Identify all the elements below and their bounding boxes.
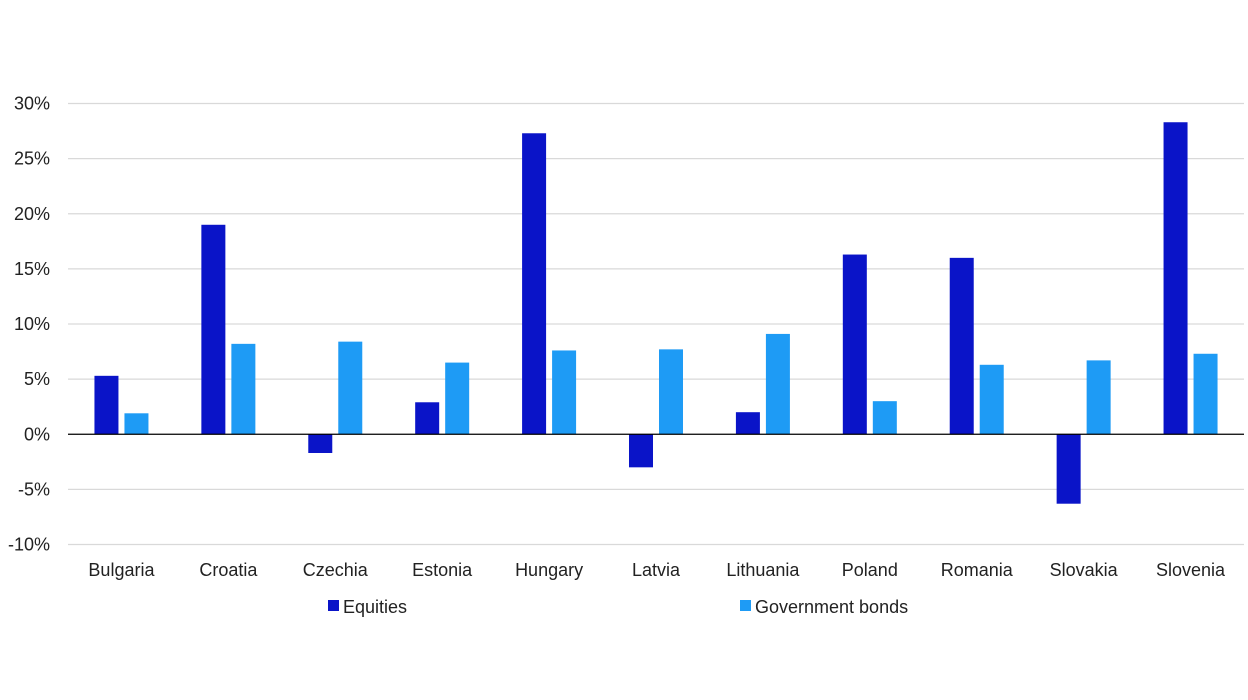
x-category-label: Poland: [842, 560, 898, 580]
bar-equities-czechia: [308, 434, 333, 453]
bar-government-bonds-lithuania: [765, 333, 790, 435]
bar-equities-croatia: [201, 224, 226, 435]
y-tick-label: 10%: [14, 314, 50, 334]
x-category-label: Lithuania: [726, 560, 800, 580]
legend-label: Equities: [343, 597, 407, 617]
y-tick-label: 15%: [14, 259, 50, 279]
y-tick-label: 20%: [14, 204, 50, 224]
bar-equities-bulgaria: [94, 375, 119, 435]
y-tick-label: 5%: [24, 369, 50, 389]
bar-government-bonds-slovakia: [1086, 360, 1111, 435]
bar-equities-estonia: [415, 402, 440, 435]
x-axis-category-labels: Bulgaria Croatia Czechia Estonia Hungary Latv…: [88, 560, 1226, 580]
x-category-label: Slovakia: [1050, 560, 1119, 580]
bar-government-bonds-latvia: [659, 349, 683, 435]
bar-government-bonds-poland: [872, 401, 897, 435]
gridlines: [68, 102, 1244, 546]
y-tick-label: 25%: [14, 149, 50, 169]
bar-equities-poland: [842, 254, 867, 435]
bar-government-bonds-bulgaria: [124, 413, 149, 435]
x-category-label: Czechia: [303, 560, 369, 580]
bar-government-bonds-romania: [979, 364, 1004, 435]
y-axis-tick-labels: 30% 25% 20% 15% 10% 5% 0% -5% -10%: [8, 94, 50, 555]
legend-swatch-government-bonds: [740, 600, 751, 611]
y-tick-label: 30%: [14, 94, 50, 114]
x-category-label: Hungary: [515, 560, 583, 580]
legend-label: Government bonds: [755, 597, 908, 617]
y-tick-label: -5%: [18, 479, 50, 499]
bar-equities-hungary: [522, 133, 547, 435]
x-category-label: Latvia: [632, 560, 681, 580]
x-category-label: Romania: [941, 560, 1014, 580]
bar-government-bonds-estonia: [445, 362, 470, 435]
x-category-label: Bulgaria: [88, 560, 155, 580]
legend: Equities Government bonds: [328, 597, 908, 617]
x-category-label: Slovenia: [1156, 560, 1226, 580]
bar-government-bonds-croatia: [231, 343, 256, 435]
x-category-label: Croatia: [199, 560, 258, 580]
bar-equities-latvia: [629, 434, 653, 468]
bar-equities-slovakia: [1056, 434, 1081, 504]
x-category-label: Estonia: [412, 560, 473, 580]
bar-equities-lithuania: [735, 412, 760, 435]
legend-swatch-equities: [328, 600, 339, 611]
bar-equities-romania: [949, 257, 974, 435]
bars: [94, 122, 1218, 504]
y-tick-label: 0%: [24, 424, 50, 444]
bar-government-bonds-hungary: [552, 350, 577, 435]
y-tick-label: -10%: [8, 535, 50, 555]
bar-government-bonds-slovenia: [1193, 353, 1218, 435]
bar-equities-slovenia: [1163, 122, 1188, 435]
bar-government-bonds-czechia: [338, 341, 363, 435]
